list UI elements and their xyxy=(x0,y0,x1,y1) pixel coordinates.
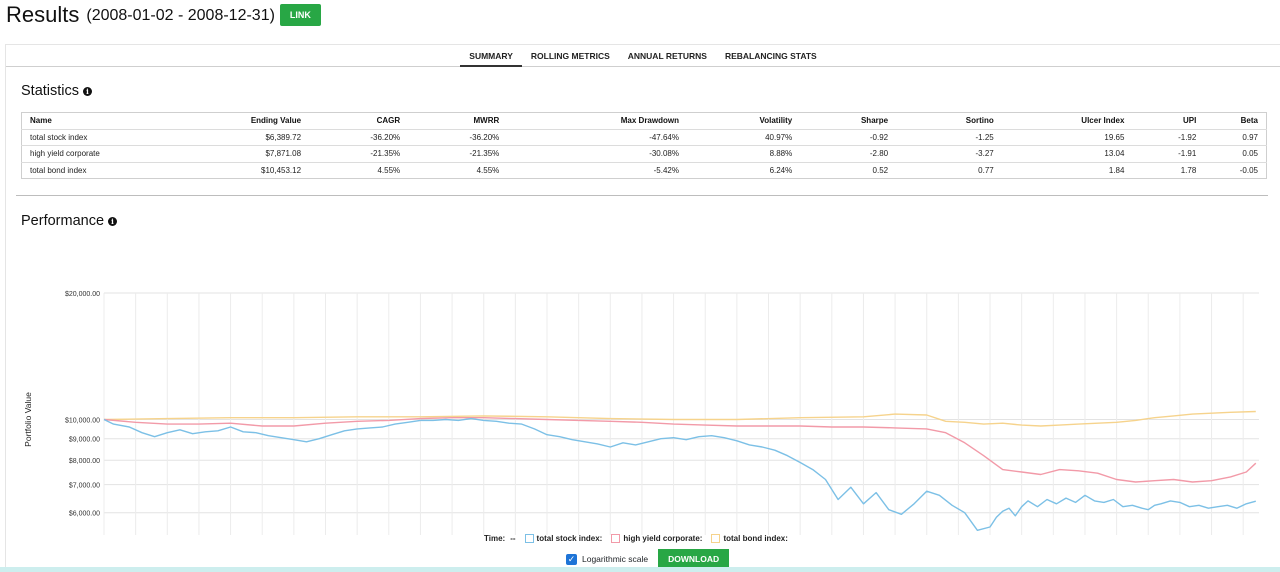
cell-max-drawdown: -5.42% xyxy=(653,165,679,175)
cell-upi: -1.92 xyxy=(1132,129,1205,146)
statistics-table: Name Ending Value CAGR MWRR Max Drawdown… xyxy=(21,112,1267,179)
cell-max-drawdown: -30.08% xyxy=(507,145,687,163)
legend-swatch-stock[interactable] xyxy=(524,534,534,543)
cell-ulcer-index: 13.04 xyxy=(1001,145,1133,163)
y-tick-label: $10,000.00 xyxy=(65,418,100,425)
cell-beta: -0.05 xyxy=(1239,165,1258,175)
y-tick-label: $7,000.00 xyxy=(69,483,100,490)
table-row: total bond index $10,453.12 4.55% 4.55% … xyxy=(22,162,1267,179)
cell-sharpe: -2.80 xyxy=(800,145,897,163)
legend-swatch-bond[interactable] xyxy=(711,534,721,543)
legend-stock-label[interactable]: total stock index: xyxy=(536,534,603,543)
col-sortino: Sortino xyxy=(896,112,1002,130)
cell-volatility: 40.97% xyxy=(686,129,801,146)
tab-summary[interactable]: SUMMARY xyxy=(460,45,522,67)
col-ulcer-index: Ulcer Index xyxy=(1001,112,1133,130)
cell-sortino: -1.25 xyxy=(896,129,1002,146)
results-card: SUMMARY ROLLING METRICS ANNUAL RETURNS R… xyxy=(5,44,1280,572)
legend-swatch-high-yield[interactable] xyxy=(611,534,621,543)
series-line-total-stock-index xyxy=(103,417,1256,531)
cell-cagr: -36.20% xyxy=(309,129,409,146)
cell-beta: 0.05 xyxy=(1204,145,1267,163)
info-icon[interactable]: i xyxy=(108,216,118,226)
results-header: Results (2008-01-02 - 2008-12-31) LINK xyxy=(6,2,321,28)
performance-title: Performance xyxy=(21,213,105,229)
cell-name: total stock index xyxy=(21,129,174,146)
performance-heading: Performance i xyxy=(21,213,118,229)
cell-ulcer-index: 1.84 xyxy=(1108,165,1125,175)
col-volatility: Volatility xyxy=(686,112,801,130)
link-button[interactable]: LINK xyxy=(279,4,321,26)
y-tick-label: $20,000.00 xyxy=(65,291,100,298)
cell-upi: 1.78 xyxy=(1180,165,1197,175)
cell-volatility: 6.24% xyxy=(769,165,793,175)
tab-rolling-metrics[interactable]: ROLLING METRICS xyxy=(530,51,610,61)
info-icon[interactable]: i xyxy=(83,86,93,96)
statistics-title: Statistics xyxy=(21,83,80,99)
statistics-heading: Statistics i xyxy=(21,83,93,99)
cell-cagr: 4.55% xyxy=(377,165,401,175)
cell-max-drawdown: -47.64% xyxy=(507,129,687,146)
tab-annual-returns[interactable]: ANNUAL RETURNS xyxy=(627,51,707,61)
cell-sortino: -3.27 xyxy=(896,145,1002,163)
y-axis-label: Portfolio Value xyxy=(23,392,33,447)
cell-sharpe: -0.92 xyxy=(800,129,897,146)
log-scale-checkbox[interactable]: ✓ xyxy=(566,553,577,565)
cell-volatility: 8.88% xyxy=(686,145,801,163)
cell-name: total bond index xyxy=(30,165,87,175)
col-max-drawdown: Max Drawdown xyxy=(507,112,687,130)
footer-bar xyxy=(0,567,1280,572)
cell-upi: -1.91 xyxy=(1132,145,1205,163)
log-scale-label[interactable]: Logarithmic scale xyxy=(582,554,649,564)
table-header-row: Name Ending Value CAGR MWRR Max Drawdown… xyxy=(21,112,1267,130)
date-range: (2008-01-02 - 2008-12-31) xyxy=(86,7,275,24)
legend-bond-label[interactable]: total bond index: xyxy=(723,534,788,543)
cell-ending-value: $6,389.72 xyxy=(173,129,310,146)
page-title: Results xyxy=(6,2,80,27)
table-row: total stock index $6,389.72 -36.20% -36.… xyxy=(21,129,1267,146)
tab-rebalancing-stats[interactable]: REBALANCING STATS xyxy=(724,51,817,61)
y-tick-label: $9,000.00 xyxy=(69,437,100,444)
legend-time-label: Time: xyxy=(484,534,506,543)
col-name: Name xyxy=(21,112,174,130)
col-sharpe: Sharpe xyxy=(800,112,897,130)
series-line-high-yield-corporate xyxy=(103,416,1257,483)
cell-mwrr: -36.20% xyxy=(408,129,508,146)
series-line-total-bond-index xyxy=(103,410,1256,427)
legend-time-value: -- xyxy=(510,534,516,543)
cell-ending-value: $7,871.08 xyxy=(173,145,310,163)
cell-mwrr: 4.55% xyxy=(476,165,500,175)
col-mwrr: MWRR xyxy=(408,112,508,130)
y-tick-label: $6,000.00 xyxy=(69,511,100,518)
chart-legend: Time: -- total stock index: high yield c… xyxy=(484,534,788,543)
chart-controls: ✓ Logarithmic scale DOWNLOAD xyxy=(566,549,730,569)
col-beta: Beta xyxy=(1204,112,1267,130)
table-row: high yield corporate $7,871.08 -21.35% -… xyxy=(21,145,1267,163)
cell-ulcer-index: 19.65 xyxy=(1001,129,1133,146)
y-tick-label: $8,000.00 xyxy=(69,458,100,465)
cell-name: high yield corporate xyxy=(21,145,174,163)
download-button[interactable]: DOWNLOAD xyxy=(658,549,730,569)
section-divider xyxy=(16,195,1268,196)
cell-sortino: 0.77 xyxy=(978,165,994,175)
cell-mwrr: -21.35% xyxy=(408,145,508,163)
tab-bar: SUMMARY ROLLING METRICS ANNUAL RETURNS R… xyxy=(6,45,1280,67)
col-ending-value: Ending Value xyxy=(173,112,310,130)
legend-high-yield-label[interactable]: high yield corporate: xyxy=(623,534,703,543)
cell-ending-value: $10,453.12 xyxy=(261,165,302,175)
cell-sharpe: 0.52 xyxy=(872,165,889,175)
col-cagr: CAGR xyxy=(309,112,409,130)
col-upi: UPI xyxy=(1132,112,1205,130)
cell-cagr: -21.35% xyxy=(309,145,409,163)
cell-beta: 0.97 xyxy=(1204,129,1267,146)
performance-chart[interactable]: $5,000.00$6,000.00$7,000.00$8,000.00$9,0… xyxy=(6,240,1276,535)
